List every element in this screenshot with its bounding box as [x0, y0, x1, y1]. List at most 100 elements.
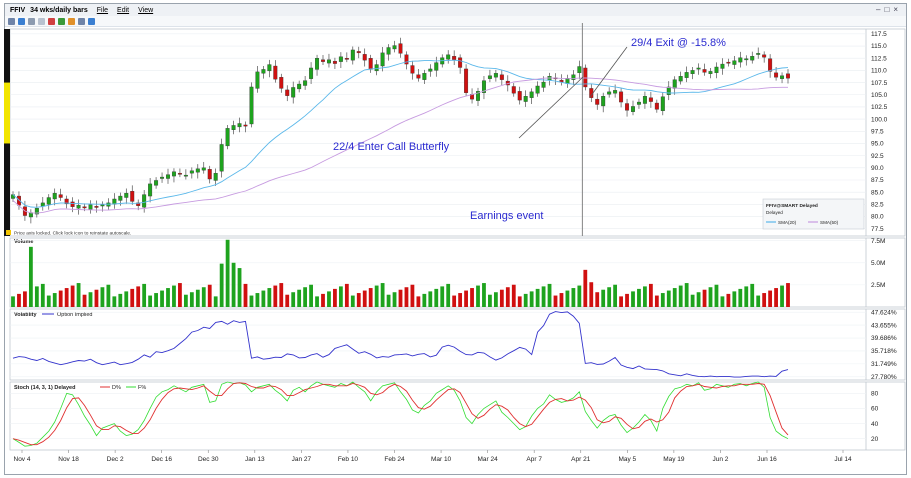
volume-bar	[637, 288, 641, 307]
volume-bar	[201, 287, 206, 307]
alert-icon[interactable]	[68, 17, 75, 25]
volume-tick-label: 5.0M	[871, 260, 885, 267]
volume-bar	[511, 284, 516, 307]
price-candle	[660, 96, 665, 112]
price-candle	[732, 60, 737, 65]
price-candle	[332, 60, 337, 64]
price-candle	[458, 57, 463, 68]
window-controls[interactable]: –□×	[876, 5, 902, 14]
study-icon[interactable]	[88, 17, 95, 25]
price-candle	[356, 51, 361, 54]
volume-bar	[285, 294, 290, 307]
price-candle	[672, 79, 677, 89]
volume-bar	[762, 293, 767, 307]
volume-bar	[237, 268, 242, 307]
volume-bar	[374, 285, 379, 307]
legend-item-sma20: SMA(20)	[778, 220, 797, 225]
volume-bar	[166, 288, 170, 307]
x-axis-label: Dec 16	[151, 456, 172, 463]
price-candle	[297, 83, 302, 90]
volume-bar	[231, 262, 236, 307]
volume-bar	[452, 295, 457, 307]
volume-bar	[291, 292, 296, 307]
price-candle	[607, 91, 612, 95]
volume-bar	[643, 286, 647, 307]
sma50-line	[12, 77, 788, 214]
menu-edit[interactable]: Edit	[117, 6, 130, 14]
chart-window: FFIV 34 wks/daily bars File Edit View –□…	[4, 3, 907, 475]
cursor-tool-icon[interactable]	[8, 17, 15, 25]
price-candle	[76, 205, 81, 209]
price-tick-label: 105.0	[871, 92, 888, 99]
price-candle	[177, 172, 182, 175]
volume-bar	[23, 291, 27, 307]
volume-bar	[702, 289, 707, 307]
x-axis-label: Jun 16	[757, 456, 777, 463]
volume-bar	[267, 288, 272, 307]
volume-bar	[189, 292, 194, 307]
volume-bar	[40, 283, 45, 307]
volume-bar	[577, 285, 582, 307]
volume-bar	[28, 246, 33, 307]
volume-bar	[124, 291, 129, 307]
symbol-selector[interactable]: FFIV	[10, 6, 26, 14]
volume-bar	[94, 289, 99, 307]
volume-bar	[678, 285, 683, 307]
volume-bar	[112, 296, 117, 307]
stoch-legend-d: D%	[112, 385, 121, 391]
price-candle	[82, 206, 87, 209]
price-candle	[642, 96, 647, 104]
price-candle	[362, 54, 367, 61]
price-candle	[613, 90, 618, 94]
volume-bar	[666, 290, 671, 307]
price-candle	[189, 170, 194, 174]
volume-bar	[225, 239, 230, 307]
volume-bar	[654, 295, 659, 307]
volume-bar	[493, 292, 498, 307]
menu-view[interactable]: View	[138, 6, 154, 14]
price-candle	[756, 53, 761, 55]
price-candle	[231, 125, 236, 130]
price-candle	[428, 68, 433, 72]
volume-bar	[738, 288, 743, 307]
volume-bar	[523, 293, 528, 307]
grid-icon[interactable]	[28, 17, 35, 25]
line-draw-icon[interactable]	[48, 17, 55, 25]
volume-bar	[744, 286, 749, 307]
volatility-tick-label: 43.655%	[871, 322, 897, 329]
volume-bar	[714, 284, 719, 307]
price-candle	[601, 96, 606, 107]
zoom-icon[interactable]	[38, 17, 45, 25]
volume-bar	[720, 296, 725, 307]
price-candle	[648, 97, 653, 102]
price-candle	[702, 69, 707, 73]
volume-bar	[309, 284, 313, 307]
period-selector[interactable]: 34 wks/daily bars	[30, 6, 88, 14]
x-axis-label: Nov 18	[58, 456, 79, 463]
volume-tick-label: 2.5M	[871, 282, 885, 289]
price-tick-label: 102.5	[871, 104, 888, 111]
price-candle	[780, 75, 785, 79]
price-candle	[434, 62, 439, 71]
price-candle	[726, 61, 731, 64]
fib-tool-icon[interactable]	[58, 17, 65, 25]
volume-bar	[553, 295, 558, 307]
price-candle	[690, 70, 695, 74]
volatility-tick-label: 27.780%	[871, 374, 897, 381]
volume-bar	[219, 263, 224, 307]
price-candle	[517, 91, 522, 101]
annotation-earnings: Earnings event	[470, 210, 543, 222]
menu-file[interactable]: File	[96, 6, 109, 14]
volume-panel	[9, 237, 906, 308]
volume-bar	[458, 293, 463, 307]
x-axis-label: Mar 24	[478, 456, 499, 463]
bar-chart-icon[interactable]	[18, 17, 25, 25]
volume-panel-title: Volume	[14, 239, 33, 245]
volume-bar	[565, 290, 570, 307]
volume-bar	[416, 296, 421, 307]
volume-bar	[338, 286, 343, 307]
x-axis-label: Dec 30	[198, 456, 219, 463]
settings-icon[interactable]	[78, 17, 85, 25]
annotation-enter-butterfly: 22/4 Enter Call Butterfly	[333, 141, 450, 153]
